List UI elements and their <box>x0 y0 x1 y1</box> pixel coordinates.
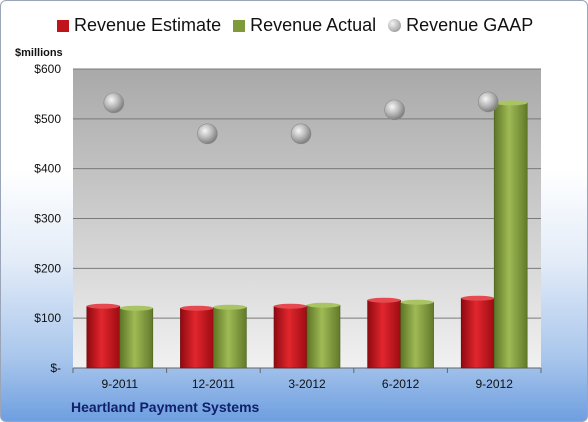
marker-revenue-gaap <box>103 92 125 114</box>
marker-revenue-gaap <box>197 123 218 145</box>
legend-item-actual: Revenue Actual <box>233 15 376 36</box>
legend-label-gaap: Revenue GAAP <box>406 15 534 35</box>
bar-revenue-estimate <box>460 297 495 369</box>
company-name: Heartland Payment Systems <box>71 399 260 415</box>
legend-label-actual: Revenue Actual <box>250 15 377 35</box>
x-tick-label: 9-2012 <box>476 377 514 391</box>
bar-top-revenue-estimate <box>274 303 307 309</box>
bar-revenue-estimate <box>273 305 308 369</box>
x-tick-label: 3-2012 <box>288 377 326 391</box>
y-tick-label: $400 <box>34 162 61 176</box>
bar-top-revenue-estimate <box>367 297 401 303</box>
bar-revenue-actual <box>493 102 528 369</box>
x-tick-label: 9-2011 <box>102 377 139 391</box>
bar-revenue-estimate <box>86 305 121 369</box>
bar-revenue-actual <box>400 301 434 369</box>
bar-top-revenue-actual <box>307 302 340 308</box>
bar-revenue-estimate <box>180 307 214 369</box>
legend-swatch-estimate <box>57 19 69 32</box>
legend: Revenue Estimate Revenue Actual Revenue … <box>57 15 533 36</box>
marker-revenue-gaap <box>384 99 405 121</box>
bar-revenue-actual <box>306 304 341 369</box>
x-tick-label: 12-2011 <box>192 377 235 391</box>
bar-revenue-actual <box>119 307 154 369</box>
y-tick-label: $300 <box>34 212 61 226</box>
marker-revenue-gaap <box>290 123 312 145</box>
y-tick-label: $600 <box>34 62 61 76</box>
bar-revenue-actual <box>213 306 247 369</box>
bar-top-revenue-actual <box>494 100 528 106</box>
marker-revenue-gaap <box>477 91 499 113</box>
y-axis-unit-label: $millions <box>15 47 63 59</box>
legend-marker-gaap <box>388 19 402 32</box>
x-tick-label: 6-2012 <box>382 377 420 391</box>
y-tick-label: $500 <box>34 112 61 126</box>
bar-top-revenue-estimate <box>86 303 120 309</box>
bar-top-revenue-estimate <box>461 295 495 301</box>
y-tick-label: $200 <box>34 261 61 275</box>
y-tick-label: $- <box>50 361 61 375</box>
legend-item-estimate: Revenue Estimate <box>57 15 221 36</box>
legend-swatch-actual <box>233 19 246 32</box>
bar-top-revenue-estimate <box>180 305 214 311</box>
y-tick-label: $100 <box>34 311 61 325</box>
bar-top-revenue-actual <box>400 299 434 305</box>
bar-top-revenue-actual <box>213 304 247 310</box>
bar-top-revenue-actual <box>119 305 153 311</box>
legend-item-gaap: Revenue GAAP <box>388 15 533 36</box>
legend-label-estimate: Revenue Estimate <box>74 15 222 35</box>
bar-revenue-estimate <box>367 299 401 369</box>
